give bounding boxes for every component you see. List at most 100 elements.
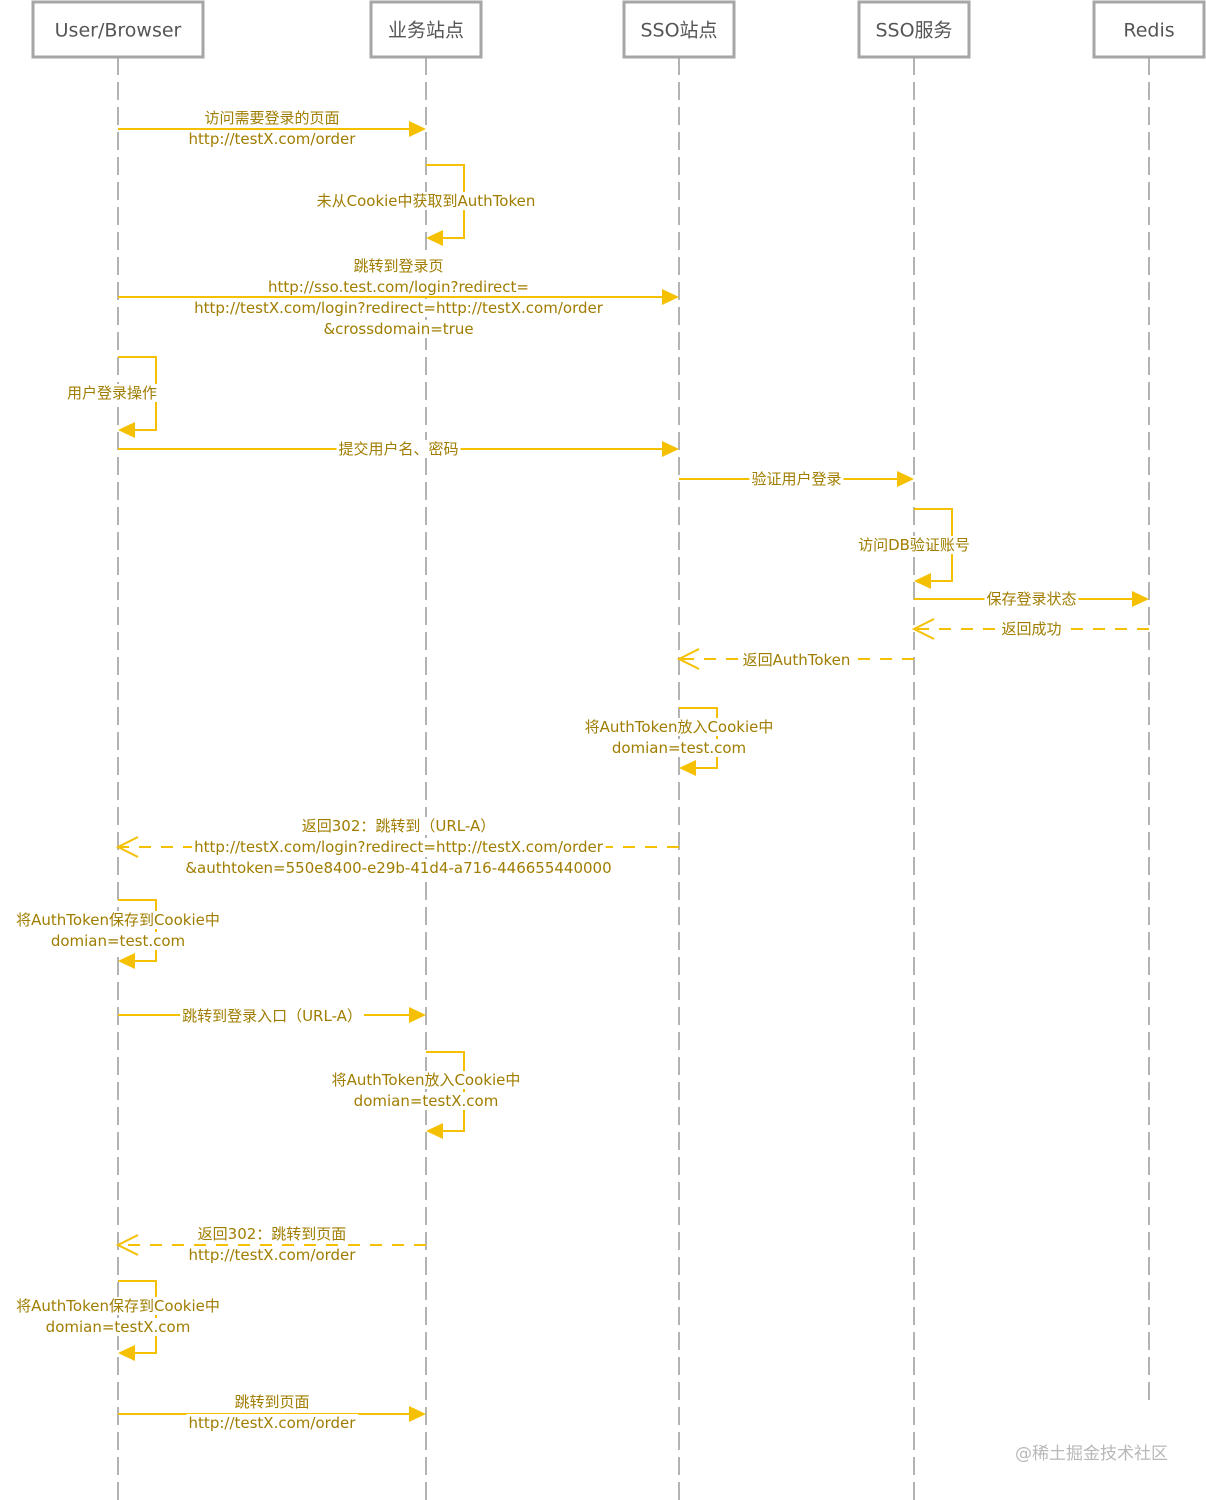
label-backing	[232, 1393, 312, 1411]
message-13: 将AuthToken保存到Cookie中 domian=test.com	[14, 899, 222, 969]
message-label: 将AuthToken保存到Cookie中	[16, 1297, 220, 1315]
label-backing	[351, 1092, 501, 1110]
message-1: 访问需要登录的页面 http://testX.com/order	[118, 109, 426, 148]
message-17: 将AuthToken保存到Cookie中 domian=testX.com	[14, 1280, 222, 1361]
label-backing	[192, 838, 606, 856]
message-label: 用户登录操作	[67, 384, 157, 402]
label-backing	[183, 859, 614, 877]
message-label: 将AuthToken放入Cookie中	[585, 718, 774, 736]
message-8: 保存登录状态	[914, 590, 1149, 608]
message-label: domian=test.com	[612, 739, 746, 757]
participant-label-ssosvc: SSO服务	[875, 20, 952, 42]
label-backing	[314, 192, 538, 210]
label-backing	[186, 1414, 359, 1432]
message-10: 返回AuthToken	[676, 648, 914, 670]
label-backing	[192, 299, 606, 317]
message-label: 返回302：跳转到（URL-A）	[302, 817, 495, 835]
label-backing	[266, 278, 531, 296]
label-backing	[65, 384, 160, 402]
message-16: 返回302：跳转到页面 http://testX.com/order	[115, 1225, 426, 1264]
participant-label-user: User/Browser	[55, 20, 182, 42]
message-4: 用户登录操作	[65, 356, 160, 438]
label-backing	[740, 651, 853, 669]
message-18: 跳转到页面 http://testX.com/order	[118, 1393, 426, 1432]
label-backing	[299, 817, 498, 835]
label-backing	[336, 440, 461, 458]
label-backing	[14, 911, 222, 929]
message-label: http://testX.com/order	[189, 130, 357, 148]
label-backing	[186, 1246, 359, 1264]
message-7: 访问DB验证账号	[856, 508, 972, 589]
message-15: 将AuthToken放入Cookie中 domian=testX.com	[329, 1051, 523, 1139]
label-backing	[321, 320, 476, 338]
label-backing	[351, 257, 446, 275]
message-label: 提交用户名、密码	[338, 440, 458, 458]
label-backing	[582, 718, 776, 736]
participant-box-ssosite	[622, 0, 736, 59]
label-backing	[984, 590, 1079, 608]
self-loop-line	[118, 899, 157, 962]
message-label: http://testX.com/order	[189, 1414, 357, 1432]
label-backing	[195, 1225, 349, 1243]
label-backing	[43, 1318, 193, 1336]
message-label: 保存登录状态	[986, 590, 1076, 608]
label-backing	[749, 470, 844, 488]
message-label: 将AuthToken放入Cookie中	[332, 1071, 521, 1089]
message-14: 跳转到登录入口（URL-A）	[118, 1007, 426, 1025]
label-backing	[14, 1297, 222, 1315]
message-11: 将AuthToken放入Cookie中 domian=test.com	[582, 707, 776, 776]
label-backing	[202, 109, 342, 127]
arrowhead-icon	[911, 618, 935, 640]
self-loop-line	[118, 1280, 157, 1354]
message-label: domian=test.com	[51, 932, 185, 950]
message-label: 跳转到登录入口（URL-A）	[182, 1007, 362, 1025]
message-5: 提交用户名、密码	[118, 440, 679, 458]
label-backing	[999, 620, 1064, 638]
arrowhead-icon	[118, 422, 135, 438]
message-label: http://testX.com/login?redirect=http://t…	[194, 838, 604, 856]
message-label: 将AuthToken保存到Cookie中	[16, 911, 220, 929]
message-label: 未从Cookie中获取到AuthToken	[317, 192, 536, 210]
message-label: &authtoken=550e8400-e29b-41d4-a716-44665…	[185, 859, 611, 877]
label-backing	[180, 1007, 364, 1025]
arrowhead-icon	[426, 230, 443, 246]
arrowhead-icon	[679, 760, 696, 776]
message-label: 访问DB验证账号	[858, 536, 970, 554]
arrowhead-icon	[115, 1234, 139, 1256]
message-label: 返回302：跳转到页面	[198, 1225, 347, 1243]
label-backing	[609, 739, 749, 757]
message-label: &crossdomain=true	[323, 320, 473, 338]
message-label: http://testX.com/login?redirect=http://t…	[194, 299, 604, 317]
message-label: 跳转到登录页	[353, 257, 443, 275]
arrowhead-icon	[409, 121, 426, 137]
participant-box-biz	[369, 0, 483, 59]
message-label: domian=testX.com	[46, 1318, 191, 1336]
message-label: 跳转到页面	[234, 1393, 309, 1411]
arrowhead-icon	[118, 953, 135, 969]
arrowhead-icon	[662, 441, 679, 457]
label-backing	[48, 932, 188, 950]
participant-label-redis: Redis	[1123, 20, 1174, 42]
participant-box-ssosvc	[857, 0, 971, 59]
arrowhead-icon	[897, 471, 914, 487]
message-3: 跳转到登录页 http://sso.test.com/login?redirect…	[118, 257, 679, 338]
arrowhead-icon	[662, 289, 679, 305]
message-label: 返回成功	[1001, 620, 1061, 638]
label-backing	[329, 1071, 523, 1089]
arrowhead-icon	[409, 1406, 426, 1422]
self-loop-line	[679, 707, 718, 769]
label-backing	[186, 130, 359, 148]
participant-box-user	[31, 0, 205, 59]
message-2: 未从Cookie中获取到AuthToken	[314, 164, 538, 246]
message-label: 访问需要登录的页面	[204, 109, 339, 127]
arrowhead-icon	[426, 1123, 443, 1139]
participant-box-redis	[1092, 0, 1206, 59]
self-loop-line	[426, 1051, 465, 1132]
arrowhead-icon	[115, 836, 139, 858]
message-6: 验证用户登录	[679, 470, 914, 488]
arrowhead-icon	[118, 1345, 135, 1361]
arrowhead-icon	[409, 1007, 426, 1023]
message-label: domian=testX.com	[354, 1092, 499, 1110]
arrowhead-icon	[1132, 591, 1149, 607]
